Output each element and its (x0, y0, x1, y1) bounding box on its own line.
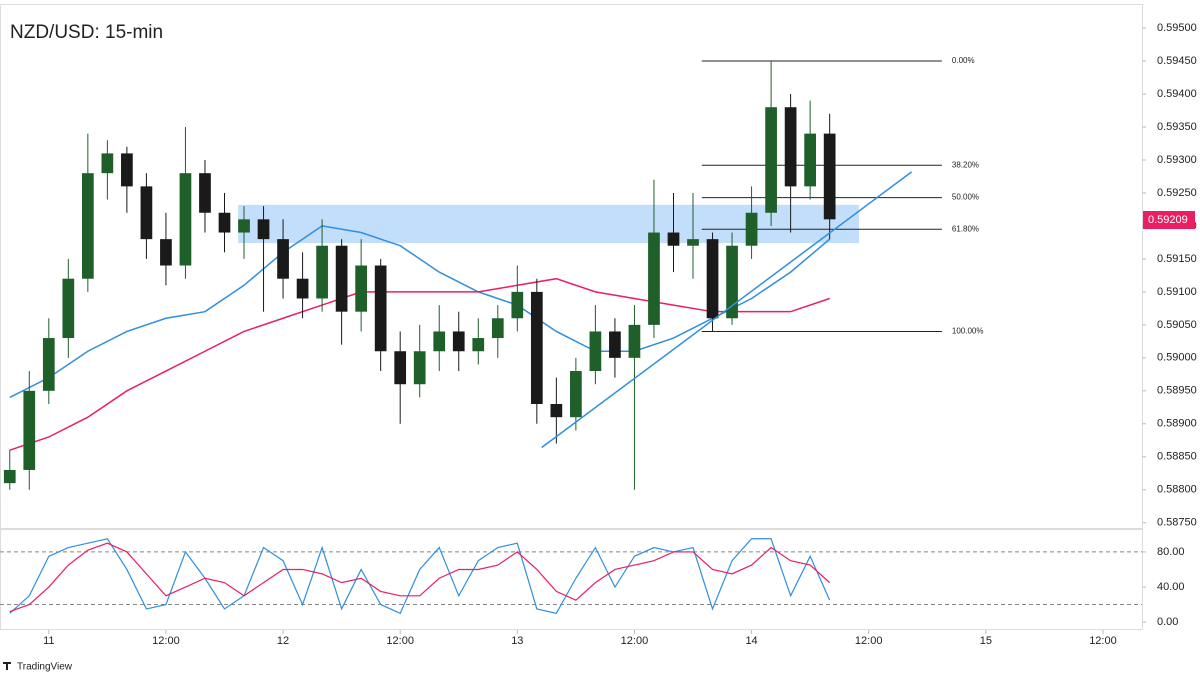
y-tick-label: 40.00 (1157, 581, 1185, 593)
candle-body (413, 351, 426, 385)
y-tick-label: 0.58750 (1157, 517, 1197, 529)
chart-title: NZD/USD: 15-min (10, 22, 163, 43)
fib-label: 50.00% (952, 193, 979, 202)
candle-body (23, 390, 36, 470)
candle-body (335, 245, 348, 312)
y-tick-label: 0.59000 (1157, 352, 1197, 364)
oscillator-line (9, 542, 831, 613)
y-tick-label: 0.59450 (1157, 55, 1197, 67)
fib-label: 38.20% (952, 160, 979, 169)
candle-body (218, 212, 231, 233)
candle-body (121, 153, 133, 187)
y-tick-label: 0.59400 (1157, 88, 1197, 100)
candle-body (160, 239, 172, 266)
x-tick-label: 12:00 (152, 635, 180, 647)
y-tick-label: 0.58950 (1157, 385, 1197, 397)
y-tick-label: 0.59100 (1157, 286, 1197, 298)
candle-body (765, 107, 777, 213)
candle-body (81, 173, 94, 279)
y-tick-label: 0.59300 (1157, 154, 1197, 166)
oscillator-line (9, 538, 831, 615)
candle-body (648, 232, 660, 325)
candle-body (530, 291, 543, 405)
candle-body (667, 232, 680, 246)
x-tick-label: 12:00 (1089, 635, 1117, 647)
candle-body (277, 239, 289, 279)
candle-body (823, 133, 836, 220)
x-tick-label: 14 (745, 635, 757, 647)
candle-body (726, 245, 738, 319)
main-pane (0, 4, 1143, 529)
candle-body (42, 338, 55, 391)
candle-body (628, 324, 641, 358)
y-tick-label: 0.59150 (1157, 253, 1197, 265)
candle-body (238, 219, 250, 233)
y-tick-label: 0.59350 (1157, 121, 1197, 133)
y-tick-label: 0.58800 (1157, 484, 1197, 496)
footer: TradingView (17, 662, 73, 673)
oscillator-pane (0, 529, 1143, 630)
candle-body (257, 219, 270, 240)
fib-label: 0.00% (952, 56, 975, 65)
x-tick-label: 12:00 (386, 635, 414, 647)
candle-body (609, 331, 621, 358)
moving-average (9, 277, 830, 451)
candle-body (199, 173, 211, 213)
candle-body (550, 404, 563, 418)
candle-body (355, 265, 368, 312)
logo (3, 662, 11, 670)
x-tick-label: 13 (511, 635, 523, 647)
candle-body (433, 331, 446, 352)
x-tick-label: 12 (277, 635, 289, 647)
y-tick-label: 0.58850 (1157, 451, 1197, 463)
candle-body (589, 331, 602, 372)
candle-body (394, 351, 407, 385)
candle-body (570, 371, 582, 418)
moving-average (9, 225, 831, 399)
y-tick-label: 0.59500 (1157, 22, 1197, 34)
y-tick-label: 0.00 (1157, 616, 1178, 628)
last-price-box (1143, 211, 1195, 230)
y-tick-label: 80.00 (1157, 546, 1185, 558)
candle-body (804, 133, 816, 187)
x-tick-label: 12:00 (855, 635, 883, 647)
candle-body (452, 331, 465, 352)
candle-body (511, 291, 524, 319)
fib-label: 61.80% (952, 224, 979, 233)
x-tick-label: 12:00 (621, 635, 649, 647)
candle-body (3, 469, 16, 484)
trendline (541, 171, 913, 449)
candle-body (491, 318, 504, 339)
candle-body (374, 265, 387, 352)
y-tick-label: 0.59050 (1157, 319, 1197, 331)
y-tick-label: 0.59250 (1157, 187, 1197, 199)
x-tick-label: 11 (43, 635, 54, 647)
candle-body (706, 239, 719, 319)
candle-body (101, 153, 114, 174)
candle-body (62, 278, 75, 339)
candle-body (472, 338, 485, 352)
last-price-label: 0.59209 (1148, 214, 1188, 226)
fib-label: 100.00% (952, 327, 984, 336)
candle-body (687, 239, 699, 246)
candle-body (316, 245, 328, 299)
candle-body (745, 212, 758, 246)
candle-body (179, 173, 192, 266)
y-tick-label: 0.58900 (1157, 418, 1197, 430)
candle-body (296, 278, 309, 299)
candle-body (140, 186, 153, 240)
x-tick-label: 15 (980, 635, 992, 647)
candle-body (784, 107, 797, 187)
